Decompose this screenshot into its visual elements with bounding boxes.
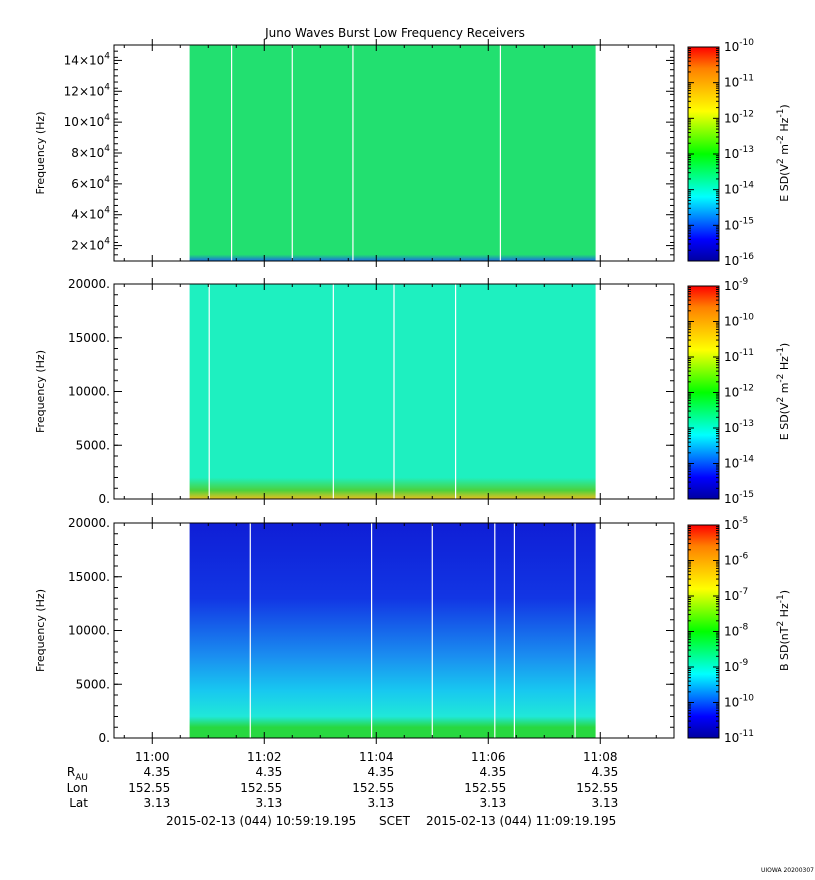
ephemeris-row-label: Lon — [67, 781, 88, 795]
y-tick-label: 14×104 — [64, 51, 111, 67]
colorbar-tick-label: 10-13 — [724, 145, 754, 161]
y-tick-label: 10×104 — [64, 113, 111, 129]
panel-1: 2×104 4×104 6×104 8×104 10×104 12×104 14×104 Fr… — [34, 38, 791, 268]
ephemeris-value: 3.13 — [144, 796, 171, 810]
y-tick-label: 10000. — [68, 624, 110, 638]
x-tick-label: 11:00 — [135, 750, 170, 764]
panel-2-spectrogram — [189, 284, 596, 499]
panel-1-spectrogram — [189, 45, 596, 261]
y-tick-label: 20000. — [68, 516, 110, 530]
colorbar-tick-label: 10-9 — [724, 658, 749, 674]
y-axis-label: Frequency (Hz) — [34, 589, 47, 672]
y-tick-label: 5000. — [76, 677, 110, 691]
watermark-label: UIOWA 20200307 — [761, 867, 814, 874]
x-tick-label: 11:06 — [471, 750, 506, 764]
colorbar-tick-label: 10-15 — [724, 216, 754, 232]
colorbar-tick-label: 10-15 — [724, 490, 754, 506]
ephemeris-row-label: RAU — [67, 765, 88, 783]
ephemeris-value: 3.13 — [480, 796, 507, 810]
y-tick-label: 10000. — [68, 385, 110, 399]
ephemeris-value: 152.55 — [576, 781, 618, 795]
y-tick-label: 15000. — [68, 570, 110, 584]
colorbar-tick-label: 10-8 — [724, 623, 749, 639]
y-tick-label: 0. — [99, 731, 110, 745]
colorbar-tick-label: 10-14 — [724, 455, 754, 471]
ephemeris-table: RAU 4.35 4.35 4.35 4.35 4.35 Lon 152.55 152.55 15… — [67, 765, 619, 810]
y-tick-label: 20000. — [68, 277, 110, 291]
colorbar-tick-label: 10-11 — [724, 74, 754, 90]
y-tick-label: 5000. — [76, 438, 110, 452]
colorbar-tick-label: 10-10 — [724, 694, 754, 710]
colorbar-tick-label: 10-12 — [724, 384, 754, 400]
ephemeris-value: 152.55 — [240, 781, 282, 795]
ephemeris-value: 4.35 — [256, 765, 283, 779]
y-tick-label: 4×104 — [71, 206, 110, 222]
ephemeris-value: 152.55 — [464, 781, 506, 795]
colorbar-tick-label: 10-10 — [724, 313, 754, 329]
panel-3-spectrogram — [189, 523, 596, 738]
x-tick-label: 11:08 — [583, 750, 618, 764]
y-tick-label: 0. — [99, 492, 110, 506]
colorbar-tick-label: 10-11 — [724, 729, 754, 745]
ephemeris-value: 3.13 — [368, 796, 395, 810]
colorbar-tick-label: 10-10 — [724, 38, 754, 54]
footer-end-time: 2015-02-13 (044) 11:09:19.195 — [426, 814, 616, 828]
colorbar-label: E SD(V2 m-2 Hz-1) — [776, 343, 791, 440]
footer-scet-label: SCET — [379, 814, 411, 828]
y-tick-label: 12×104 — [64, 82, 111, 98]
colorbar-tick-label: 10-11 — [724, 348, 754, 364]
colorbar-tick-label: 10-16 — [724, 252, 754, 268]
ephemeris-value: 152.55 — [128, 781, 170, 795]
ephemeris-value: 4.35 — [144, 765, 171, 779]
ephemeris-value: 152.55 — [352, 781, 394, 795]
colorbar-tick-label: 10-6 — [724, 552, 749, 568]
ephemeris-value: 3.13 — [256, 796, 283, 810]
y-tick-label: 6×104 — [71, 175, 110, 191]
colorbar-tick-label: 10-5 — [724, 516, 748, 532]
panel-2: 0. 5000. 10000. 15000. 20000. Frequency (Hz) 1… — [34, 277, 791, 506]
ephemeris-value: 4.35 — [368, 765, 395, 779]
ephemeris-value: 4.35 — [592, 765, 619, 779]
y-axis-label: Frequency (Hz) — [34, 112, 47, 195]
x-tick-label: 11:04 — [359, 750, 394, 764]
colorbar-tick-label: 10-9 — [724, 277, 749, 293]
colorbar-tick-label: 10-7 — [724, 587, 748, 603]
colorbar-label: E SD(V2 m-2 Hz-1) — [776, 104, 791, 201]
time-axis: 11:00 11:02 11:04 11:06 11:08 — [135, 750, 618, 764]
y-axis-label: Frequency (Hz) — [34, 350, 47, 433]
y-tick-label: 8×104 — [71, 144, 110, 160]
panel-3: 0. 5000. 10000. 15000. 20000. Frequency (Hz) 1… — [34, 516, 791, 745]
colorbar-tick-label: 10-12 — [724, 109, 754, 125]
colorbar-label: B SD(nT2 Hz-1) — [776, 590, 791, 671]
colorbar-tick-label: 10-14 — [724, 181, 754, 197]
ephemeris-value: 3.13 — [592, 796, 619, 810]
footer-start-time: 2015-02-13 (044) 10:59:19.195 — [166, 814, 356, 828]
colorbar-tick-label: 10-13 — [724, 419, 754, 435]
x-tick-label: 11:02 — [247, 750, 282, 764]
figure-title: Juno Waves Burst Low Frequency Receivers — [264, 26, 525, 40]
y-tick-label: 15000. — [68, 331, 110, 345]
ephemeris-value: 4.35 — [480, 765, 507, 779]
ephemeris-row-label: Lat — [69, 796, 88, 810]
y-tick-label: 2×104 — [71, 237, 110, 253]
